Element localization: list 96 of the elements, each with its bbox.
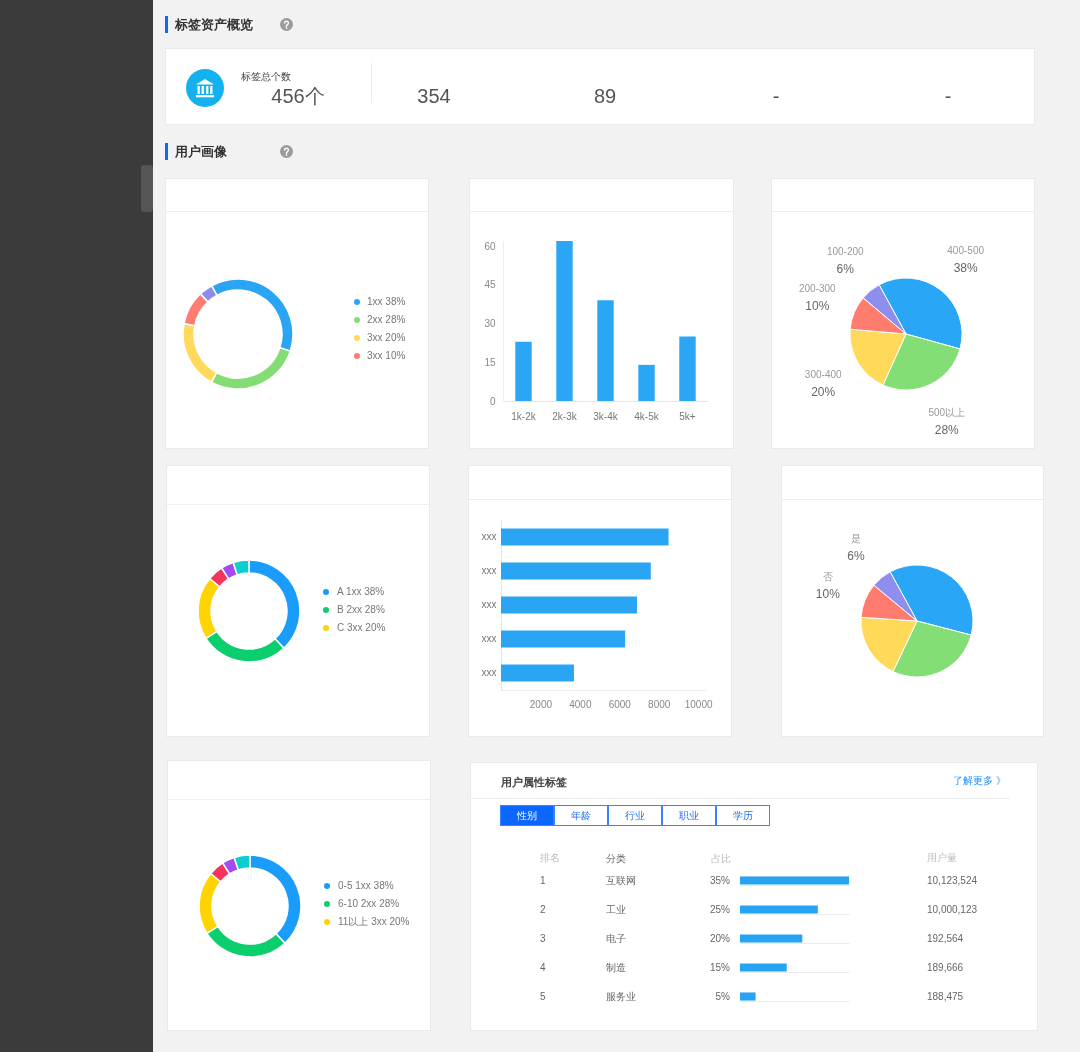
tab: 学历 <box>716 805 770 826</box>
x-tick-label: 6000 <box>608 698 632 710</box>
slice-label: 400-500 <box>947 244 985 256</box>
text: 10,000,123 <box>927 903 978 915</box>
bar <box>556 241 573 401</box>
tab: 职业 <box>662 805 716 826</box>
x-tick-label: 2k-3k <box>552 410 578 422</box>
text: 用户画像 <box>175 144 227 160</box>
y-tick-label: 15 <box>484 356 496 368</box>
data-label: 28% <box>934 422 960 437</box>
y-tick-label: 制造 <box>605 962 626 973</box>
y-tick-label: xxx <box>481 633 497 644</box>
bar <box>740 905 818 914</box>
x-tick-label: 2000 <box>529 698 553 710</box>
legend-label: 2xx 28% <box>367 314 406 325</box>
bar <box>740 963 787 972</box>
text: 3 <box>540 932 546 944</box>
y-axis-title: 分类 <box>605 852 626 864</box>
text: 了解更多 》 <box>953 775 1006 787</box>
data-label: 10% <box>805 299 830 314</box>
text: - <box>772 85 780 107</box>
text: 89 <box>593 85 617 107</box>
y-tick-label: xxx <box>481 599 497 610</box>
text: 10,123,524 <box>927 874 978 886</box>
y-tick-label: 30 <box>484 318 496 330</box>
slice-label: 是 <box>851 532 861 544</box>
legend-label: 1xx 38% <box>367 296 406 307</box>
y-tick-label: xxx <box>481 667 497 678</box>
text: 189,666 <box>927 961 964 973</box>
legend-label: 3xx 10% <box>367 350 406 361</box>
slice-label: 100-200 <box>826 245 865 257</box>
text: 标签资产概览 <box>175 17 253 33</box>
text: 2 <box>540 903 546 915</box>
y-tick-label: xxx <box>481 531 497 542</box>
bar <box>597 300 614 401</box>
y-tick-label: 电子 <box>605 933 626 944</box>
bar <box>501 528 669 546</box>
data-label: 6% <box>847 548 866 563</box>
x-tick-label: 4k-5k <box>634 410 660 422</box>
bar <box>501 562 651 580</box>
slice-label: 否 <box>822 571 833 583</box>
y-tick-label: 工业 <box>605 904 626 915</box>
text: 1 <box>540 874 546 886</box>
legend-label: 3xx 20% <box>367 332 406 343</box>
text: 188,475 <box>927 990 964 1002</box>
legend-label: 6-10 2xx 28% <box>338 898 400 909</box>
y-tick-label: 0 <box>489 395 496 407</box>
y-tick-label: xxx <box>481 565 497 576</box>
text: 用户属性标签 <box>501 776 567 790</box>
category-label: 标签总个数 <box>241 71 291 83</box>
data-label: 15% <box>709 961 731 973</box>
bar <box>638 364 655 401</box>
legend-label: 0-5 1xx 38% <box>338 880 394 891</box>
y-tick-label: 45 <box>484 279 496 291</box>
y-tick-label: 服务业 <box>605 991 636 1002</box>
bar <box>740 992 756 1001</box>
x-tick-label: 1k-2k <box>511 410 537 422</box>
slice-label: 200-300 <box>798 283 837 295</box>
slice-label: 500以上 <box>928 406 966 418</box>
legend-label: C 3xx 20% <box>337 622 386 633</box>
text: 用户量 <box>927 852 957 863</box>
text: 456个 <box>271 85 325 107</box>
text: 5 <box>540 990 546 1002</box>
data-label: 25% <box>709 903 731 915</box>
bar <box>501 596 638 614</box>
data-label: 10% <box>815 587 841 602</box>
legend-label: 11以上 3xx 20% <box>338 916 410 927</box>
y-tick-label: 互联网 <box>605 875 636 886</box>
data-label: 6% <box>836 261 855 276</box>
bar <box>740 934 803 943</box>
x-tick-label: 5k+ <box>679 410 696 422</box>
y-tick-label: 60 <box>484 240 496 252</box>
x-tick-label: 3k-4k <box>593 410 619 422</box>
tab: 性别 <box>500 805 554 826</box>
bar <box>501 630 626 648</box>
tab: 年龄 <box>554 805 608 826</box>
bar <box>501 664 574 682</box>
tab: 行业 <box>608 805 662 826</box>
data-label: 20% <box>709 932 731 944</box>
slice-label: 300-400 <box>804 368 842 380</box>
data-label: 20% <box>811 384 836 399</box>
text: 192,564 <box>927 932 964 944</box>
bar <box>679 336 696 401</box>
x-tick-label: 8000 <box>648 698 671 710</box>
x-tick-label: 10000 <box>684 698 713 710</box>
data-label: 35% <box>709 874 731 886</box>
data-label: 5% <box>715 990 731 1002</box>
x-tick-label: 4000 <box>569 698 592 710</box>
data-label: 38% <box>953 260 978 275</box>
legend-label: A 1xx 38% <box>337 586 385 597</box>
text: 4 <box>540 961 546 973</box>
text: 354 <box>417 85 451 107</box>
legend-label: B 2xx 28% <box>337 604 385 615</box>
bar <box>515 341 532 401</box>
text: - <box>944 85 952 107</box>
bar <box>740 876 849 885</box>
